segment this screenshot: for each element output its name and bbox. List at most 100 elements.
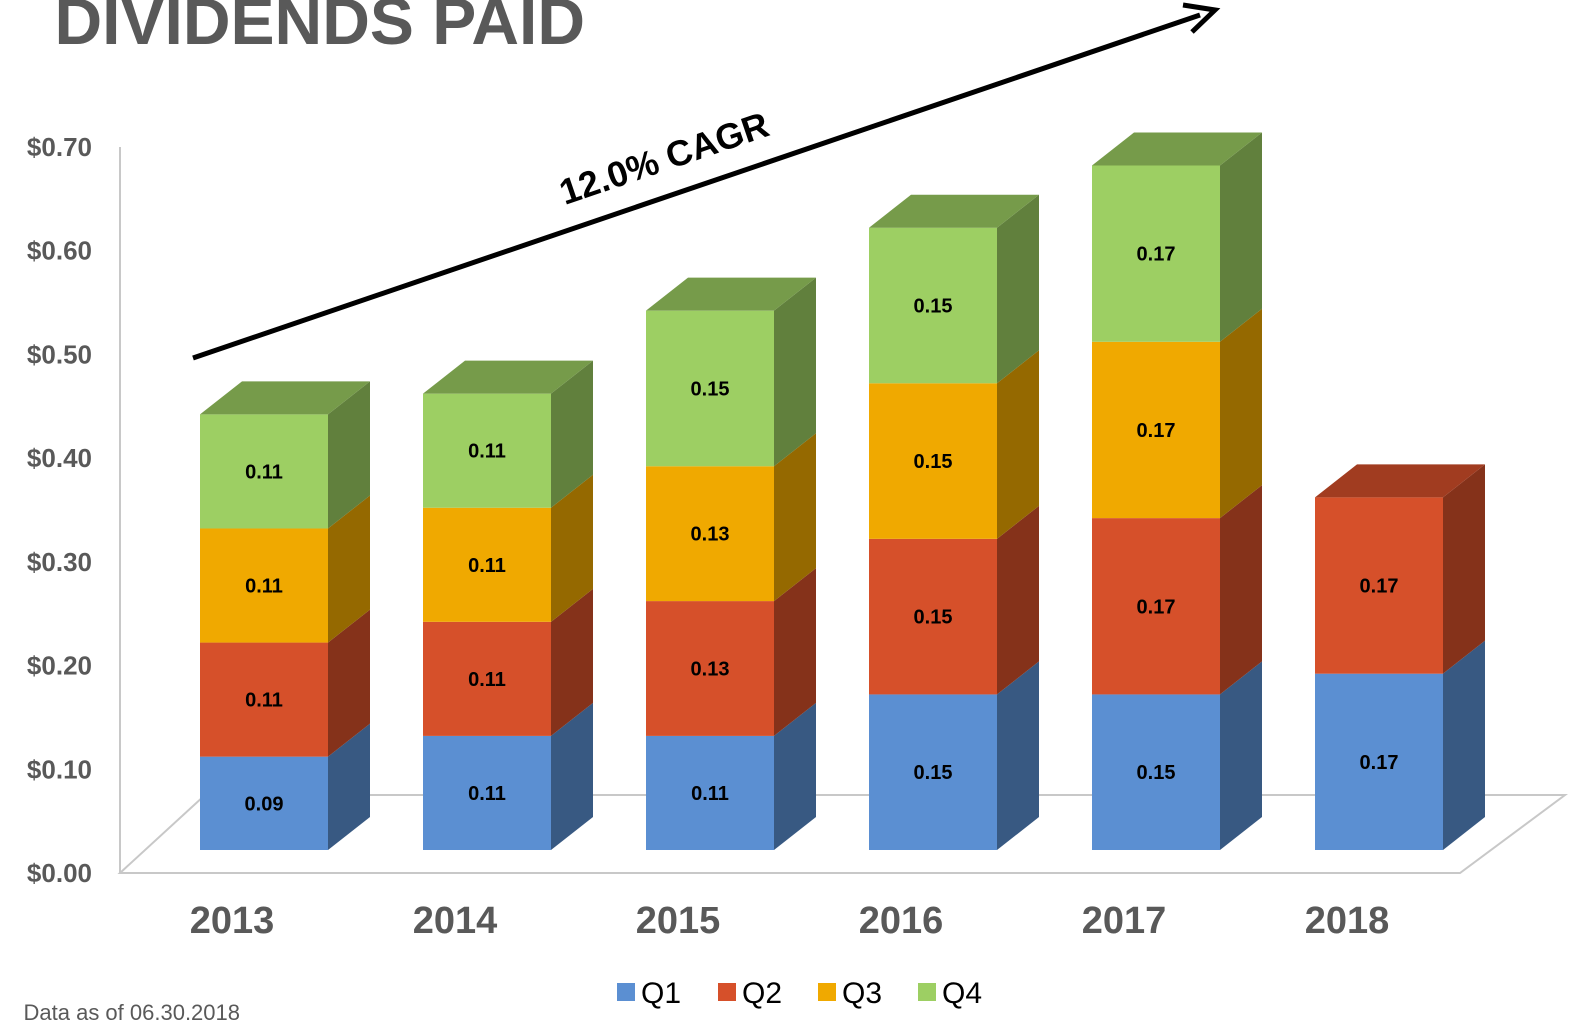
x-tick-label: 2017 xyxy=(1082,900,1167,942)
value-label: 0.11 xyxy=(245,461,283,483)
bar xyxy=(869,227,997,384)
bar xyxy=(200,642,328,757)
bar-side xyxy=(774,277,816,467)
value-label: 0.09 xyxy=(245,793,284,815)
value-label: 0.13 xyxy=(691,659,730,681)
bar xyxy=(1092,518,1220,695)
value-label: 0.15 xyxy=(914,296,953,318)
value-label: 0.11 xyxy=(468,783,506,805)
bar-side xyxy=(997,505,1039,695)
bar xyxy=(423,507,551,622)
bar xyxy=(423,393,551,508)
bar-top xyxy=(423,360,593,394)
bar-top xyxy=(1092,132,1262,166)
legend-label: Q2 xyxy=(742,977,782,1010)
bar xyxy=(646,735,774,850)
y-tick-label: $0.30 xyxy=(27,547,92,577)
bar-top xyxy=(1315,464,1485,498)
bar-side xyxy=(551,360,593,508)
y-tick-label: $0.00 xyxy=(27,858,92,888)
y-tick-label: $0.20 xyxy=(27,651,92,681)
bar xyxy=(646,601,774,736)
value-label: 0.15 xyxy=(1137,762,1176,784)
value-label: 0.17 xyxy=(1137,596,1176,618)
value-label: 0.11 xyxy=(468,669,506,691)
legend-swatch xyxy=(818,983,836,1001)
legend-label: Q4 xyxy=(942,977,982,1010)
bar-top xyxy=(200,381,370,415)
x-tick-label: 2018 xyxy=(1305,900,1390,942)
bar-side xyxy=(774,702,816,850)
bar xyxy=(1092,165,1220,342)
bar-side xyxy=(551,474,593,622)
y-tick-label: $0.40 xyxy=(27,443,92,473)
bar xyxy=(423,621,551,736)
bar-side xyxy=(997,661,1039,850)
value-label: 0.15 xyxy=(691,378,730,400)
legend-swatch xyxy=(617,983,635,1001)
bar xyxy=(646,466,774,602)
bar-side xyxy=(997,194,1039,384)
bar xyxy=(646,310,774,467)
bar-side xyxy=(1220,308,1262,519)
value-label: 0.15 xyxy=(914,607,953,629)
value-label: 0.11 xyxy=(691,783,729,805)
bar-side xyxy=(551,702,593,850)
bars: 0.09 0.11 0.11 0.11 0.11 0.11 0.11 0.11 0.11 0.13… xyxy=(200,132,1485,850)
bar xyxy=(200,414,328,529)
y-tick-label: $0.10 xyxy=(27,754,92,784)
bar xyxy=(869,694,997,850)
cagr-arrow xyxy=(192,12,1201,361)
bar xyxy=(200,756,328,850)
x-tick-label: 2013 xyxy=(190,900,275,942)
value-label: 0.15 xyxy=(914,451,953,473)
footnote: Data as of 06.30.2018 xyxy=(24,1000,241,1023)
bar-side xyxy=(1443,464,1485,674)
chart-title: DIVIDENDS PAID xyxy=(54,0,585,58)
value-label: 0.17 xyxy=(1137,420,1176,442)
bar-top xyxy=(646,277,816,311)
bar-side xyxy=(1220,485,1262,695)
bar-side xyxy=(328,609,370,757)
value-label: 0.17 xyxy=(1137,244,1176,266)
y-tick-label: $0.70 xyxy=(27,132,92,162)
cagr-arrowhead xyxy=(1182,2,1221,34)
bar-side xyxy=(328,495,370,643)
bar-side xyxy=(551,588,593,736)
value-label: 0.11 xyxy=(245,576,283,598)
bar xyxy=(869,383,997,539)
value-label: 0.17 xyxy=(1360,752,1399,774)
bar-side xyxy=(774,433,816,602)
bar xyxy=(1092,341,1220,519)
x-tick-label: 2016 xyxy=(859,900,944,942)
legend-label: Q1 xyxy=(641,977,681,1010)
bar xyxy=(1092,694,1220,850)
legend-swatch xyxy=(718,983,736,1001)
y-tick-label: $0.50 xyxy=(27,339,92,369)
y-tick-label: $0.60 xyxy=(27,236,92,266)
bar-side xyxy=(774,568,816,736)
value-label: 0.13 xyxy=(691,524,730,546)
bar-side xyxy=(328,723,370,850)
legend-label: Q3 xyxy=(842,977,882,1010)
x-tick-label: 2015 xyxy=(636,900,721,942)
bar xyxy=(200,528,328,643)
x-tick-label: 2014 xyxy=(413,900,498,942)
bar-side xyxy=(997,350,1039,539)
bar xyxy=(1315,497,1443,674)
value-label: 0.15 xyxy=(914,762,953,784)
value-label: 0.11 xyxy=(245,690,283,712)
bar xyxy=(869,538,997,695)
legend-swatch xyxy=(918,983,936,1001)
value-label: 0.11 xyxy=(468,555,506,577)
bar xyxy=(423,735,551,850)
bar-side xyxy=(1220,661,1262,850)
bar-side xyxy=(328,381,370,529)
bar xyxy=(1315,673,1443,850)
bar-top xyxy=(869,194,1039,228)
value-label: 0.11 xyxy=(468,441,506,463)
value-label: 0.17 xyxy=(1360,576,1399,598)
bar-side xyxy=(1220,132,1262,342)
bar-side xyxy=(1443,640,1485,850)
